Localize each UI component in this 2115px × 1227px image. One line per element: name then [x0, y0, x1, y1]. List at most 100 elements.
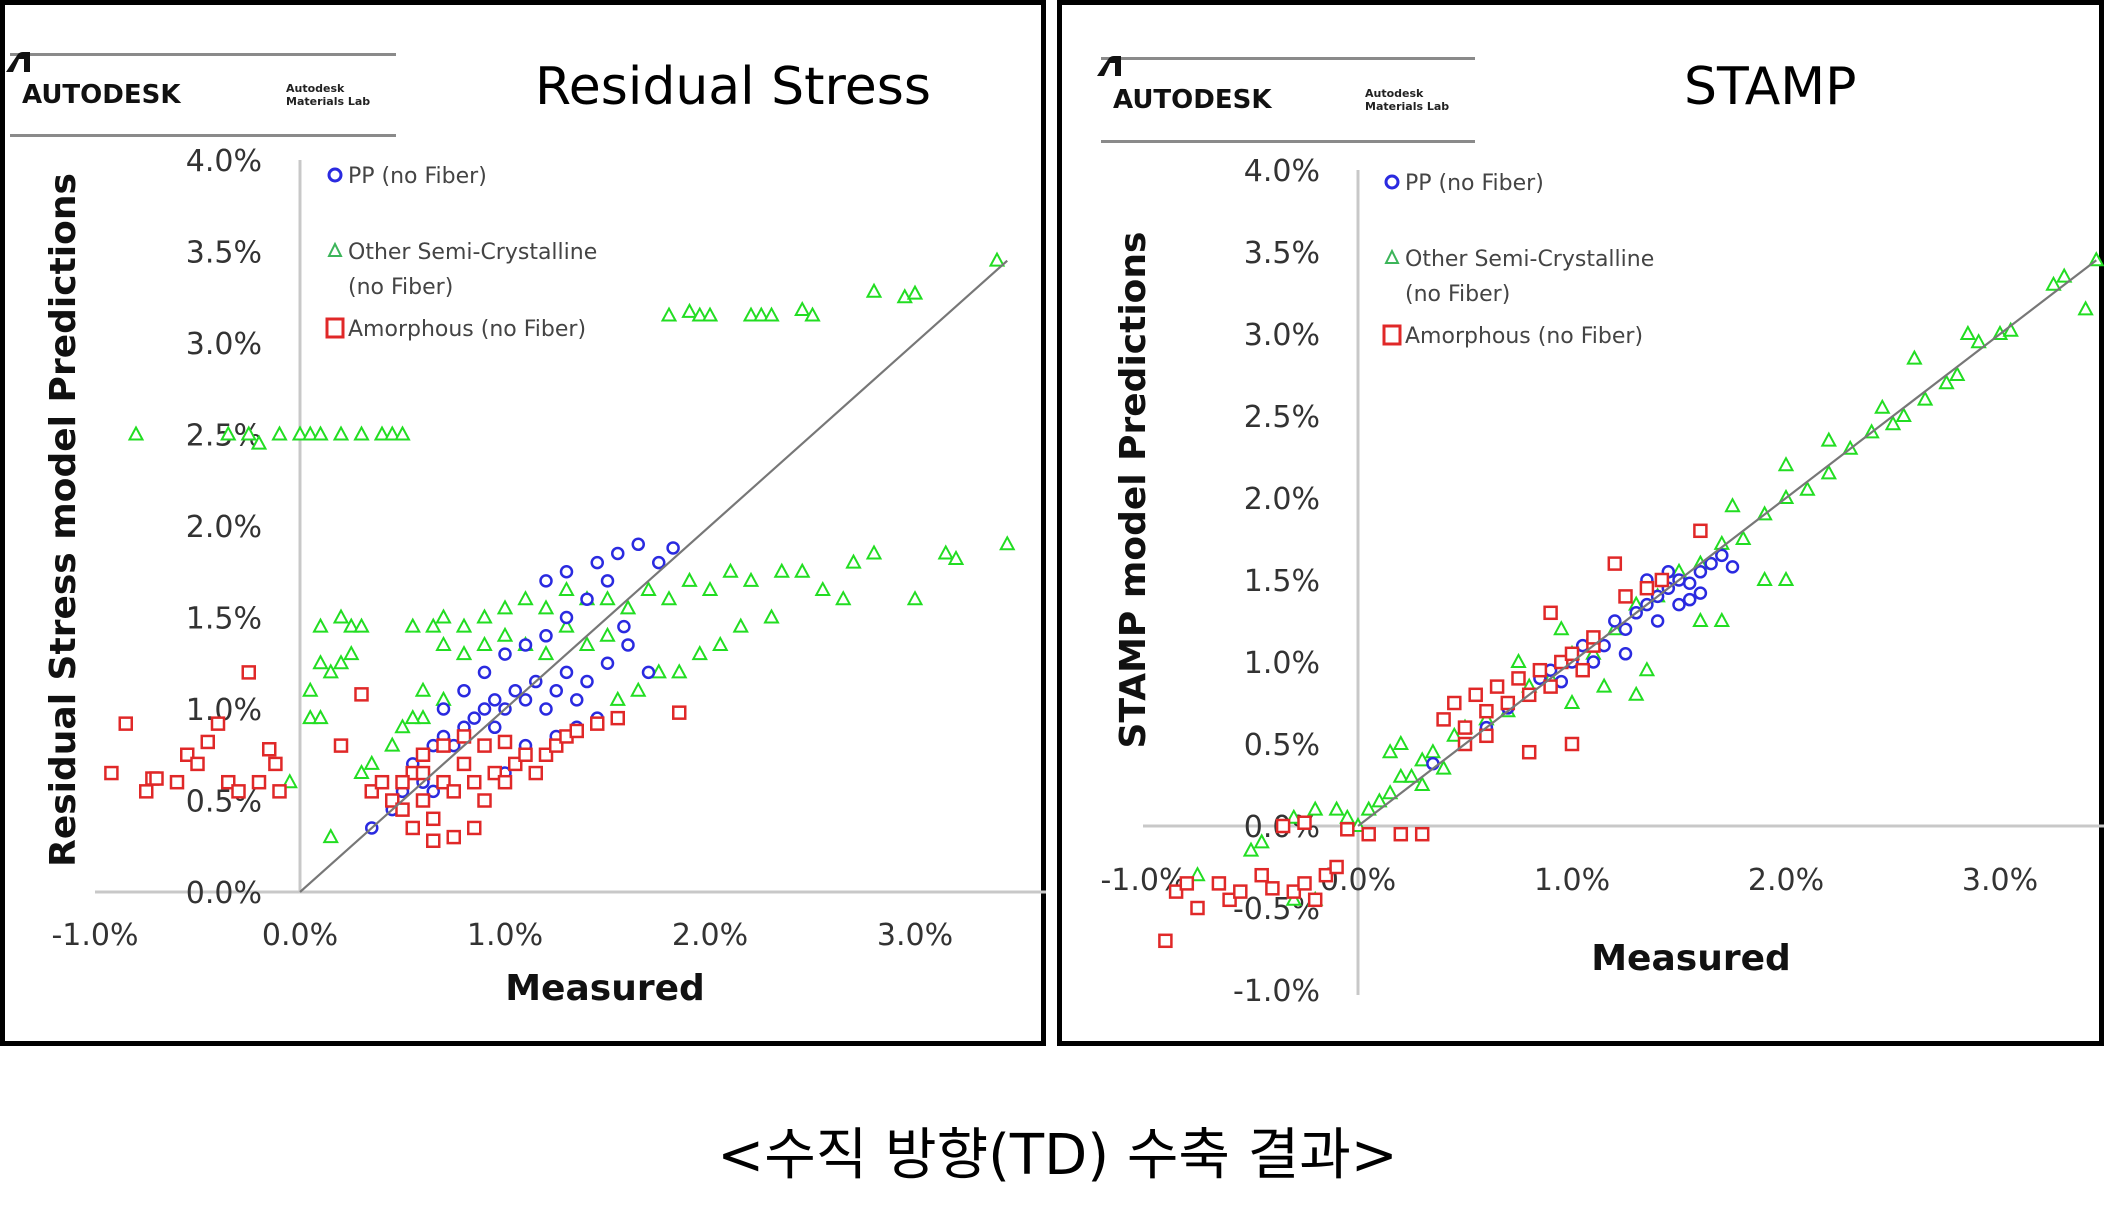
legend: PP (no Fiber) Other Semi-Crystalline (no F… — [1382, 171, 1654, 349]
data-point-semi — [1414, 751, 1431, 767]
data-point-pp — [559, 565, 574, 579]
data-point-semi — [1371, 792, 1388, 808]
x-tick-label: 1.0% — [467, 918, 543, 953]
data-point-semi — [1959, 324, 1977, 340]
data-point-amorphous — [1168, 884, 1184, 899]
data-point-amorphous — [1179, 876, 1195, 891]
data-point-pp — [1704, 556, 1718, 571]
series-amorphous — [1158, 523, 1708, 949]
data-point-semi — [1595, 677, 1613, 693]
data-point-semi — [1563, 693, 1581, 709]
data-point-pp — [666, 541, 680, 555]
data-point-semi — [1435, 759, 1452, 775]
data-point-semi — [384, 425, 401, 441]
data-point-semi — [1403, 767, 1420, 783]
data-point-amorphous — [1468, 687, 1483, 703]
data-point-pp — [539, 702, 553, 716]
logo-sub-line1: Autodesk — [286, 82, 345, 95]
y-tick-label: 3.5% — [1244, 236, 1320, 271]
data-point-semi — [312, 425, 329, 441]
data-point-semi — [1724, 497, 1741, 513]
data-point-pp — [600, 574, 615, 588]
data-point-amorphous — [1275, 818, 1291, 834]
data-point-amorphous — [1511, 671, 1526, 686]
data-point-semi — [343, 617, 360, 633]
data-point-amorphous — [518, 747, 533, 762]
data-point-semi — [742, 306, 760, 322]
data-point-amorphous — [1254, 867, 1269, 883]
data-point-amorphous — [610, 710, 625, 726]
data-point-amorphous — [1286, 884, 1302, 899]
data-point-semi — [1285, 808, 1302, 824]
data-point-amorphous — [231, 784, 246, 799]
data-point-amorphous — [1393, 826, 1409, 842]
data-point-semi — [599, 626, 616, 642]
data-point-pp — [508, 683, 522, 698]
data-point-semi — [999, 535, 1016, 551]
data-point-semi — [1638, 661, 1656, 677]
data-point-pp — [1650, 614, 1665, 628]
data-point-semi — [1949, 365, 1966, 381]
data-point-semi — [906, 590, 924, 606]
data-point-semi — [537, 645, 555, 661]
autodesk-logo-icon — [6, 52, 30, 72]
data-point-semi — [312, 654, 329, 670]
data-point-semi — [660, 590, 678, 606]
data-point-amorphous — [1329, 859, 1344, 875]
data-point-semi — [1820, 464, 1837, 480]
data-point-semi — [773, 562, 790, 578]
y-tick-label: 3.0% — [1244, 318, 1320, 353]
series-semi — [127, 251, 1016, 844]
data-point-semi — [1414, 775, 1431, 791]
data-point-amorphous — [1500, 695, 1516, 711]
data-point-amorphous — [1639, 580, 1655, 596]
y-tick-label: 2.0% — [186, 510, 262, 545]
data-point-semi — [558, 617, 575, 633]
data-point-amorphous — [200, 734, 215, 750]
legend-label: (no Fiber) — [348, 275, 453, 300]
scatter-plot-residual-stress: 0.0%0.5%1.0%1.5%2.0%2.5%3.0%3.5%4.0%-1.0… — [43, 144, 1046, 1009]
data-point-amorphous — [528, 765, 543, 781]
data-point-amorphous — [333, 738, 349, 753]
legend: PP (no Fiber) Other Semi-Crystalline (no F… — [325, 164, 597, 342]
data-point-amorphous — [354, 687, 369, 702]
data-point-semi — [1510, 652, 1527, 668]
x-tick-label: 2.0% — [672, 918, 748, 953]
legend-marker-semi — [327, 241, 343, 257]
legend-label: PP (no Fiber) — [348, 164, 487, 189]
data-point-semi — [619, 599, 637, 615]
data-point-amorphous — [1618, 589, 1633, 604]
data-point-semi — [1381, 743, 1399, 759]
data-point-pp — [498, 647, 512, 661]
data-point-amorphous — [139, 784, 154, 799]
y-axis-title: Residual Stress model Predictions — [43, 173, 84, 867]
data-point-semi — [496, 626, 514, 642]
data-point-pp — [518, 638, 533, 652]
data-point-pp — [539, 629, 553, 643]
data-point-semi — [906, 284, 924, 300]
data-point-semi — [1692, 611, 1709, 627]
data-point-semi — [1446, 726, 1463, 742]
materials-lab-text: Autodesk Materials Lab — [286, 82, 382, 108]
data-point-pp — [580, 674, 594, 689]
data-point-semi — [1628, 685, 1645, 701]
data-point-amorphous — [1233, 884, 1248, 899]
data-point-pp — [467, 711, 481, 725]
data-point-semi — [537, 599, 555, 615]
data-point-semi — [271, 425, 288, 441]
data-point-semi — [1906, 349, 1923, 365]
autodesk-logo: AUTODESK — [1097, 56, 1272, 115]
data-point-semi — [353, 425, 370, 441]
data-point-semi — [1424, 743, 1442, 759]
data-point-semi — [496, 599, 514, 615]
data-point-amorphous — [149, 771, 164, 786]
y-tick-label: 4.0% — [186, 144, 262, 179]
data-point-semi — [578, 635, 596, 651]
data-point-amorphous — [1564, 646, 1580, 662]
data-point-semi — [794, 300, 811, 317]
data-point-amorphous — [1222, 892, 1237, 908]
data-point-amorphous — [1554, 654, 1569, 670]
data-point-amorphous — [1265, 881, 1280, 896]
data-point-semi — [322, 663, 339, 679]
data-point-semi — [732, 617, 749, 633]
